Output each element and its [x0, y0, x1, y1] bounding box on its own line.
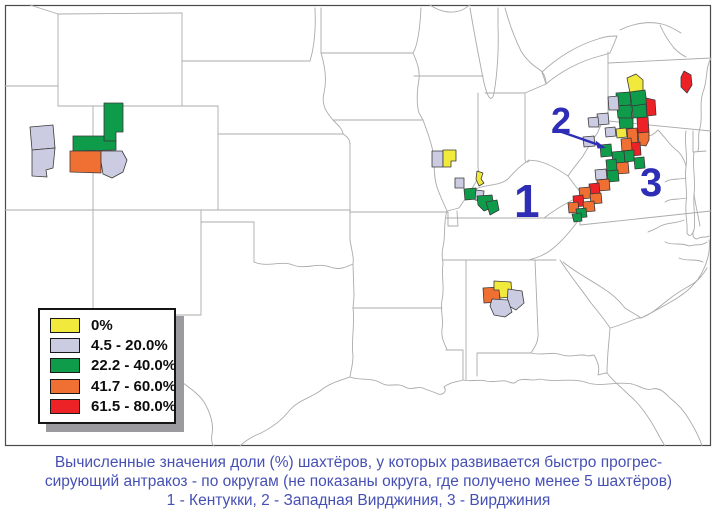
legend-item: 22.2 - 40.0%: [50, 357, 176, 374]
caption-line: сирующий антракоз - по округам (не показ…: [44, 473, 673, 490]
caption-line: Вычисленные значения доли (%) шахтёров, …: [54, 454, 663, 471]
region-2-arrow: [555, 128, 606, 149]
legend-item: 4.5 - 20.0%: [50, 337, 170, 354]
region-label-virginia: 3: [640, 161, 663, 205]
legend-label: 22.2 - 40.0%: [91, 357, 177, 375]
legend-swatch-red: [50, 398, 80, 414]
region-label-west-virginia: 2: [551, 100, 572, 141]
legend-swatch-lavender: [50, 338, 80, 354]
legend-item: 61.5 - 80.0%: [50, 398, 176, 415]
legend-label: 61.5 - 80.0%: [91, 397, 177, 415]
legend-swatch-yellow: [50, 318, 80, 334]
map-legend: 0% 4.5 - 20.0% 22.2 - 40.0% 41.7 - 60.0%…: [38, 308, 176, 424]
legend-label: 4.5 - 20.0%: [91, 337, 168, 355]
legend-item: 41.7 - 60.0%: [50, 378, 176, 395]
figure-caption: Вычисленные значения доли (%) шахтёров, …: [0, 453, 717, 510]
legend-swatch-orange: [50, 378, 80, 394]
legend-label: 41.7 - 60.0%: [91, 377, 177, 395]
legend-item: 0%: [50, 317, 170, 334]
region-label-kentucky: 1: [514, 175, 540, 227]
legend-swatch-green: [50, 358, 80, 374]
caption-line: 1 - Кентукки, 2 - Западная Вирджиния, 3 …: [166, 492, 551, 509]
county-polygons: [29, 70, 693, 318]
legend-label: 0%: [91, 317, 113, 335]
